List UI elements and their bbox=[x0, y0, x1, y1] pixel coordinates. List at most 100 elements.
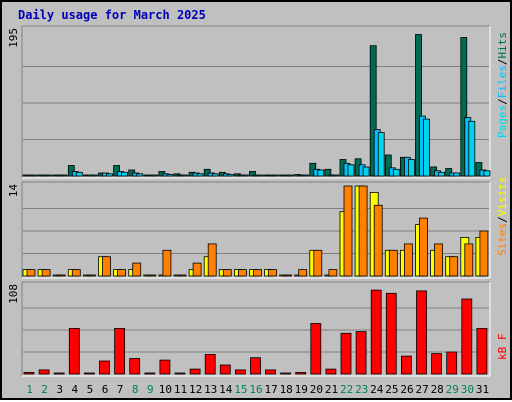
bar-kb-f-day-3 bbox=[53, 372, 65, 375]
bar-pages-day-15 bbox=[241, 174, 249, 177]
legend-hits-files-pages-files: Files bbox=[496, 65, 509, 98]
bar-pages-day-12 bbox=[196, 173, 204, 177]
bar-hits-day-21 bbox=[324, 168, 332, 177]
bar-kb-f-day-8 bbox=[129, 358, 141, 375]
day-label-9: 9 bbox=[147, 383, 154, 396]
bar-sites-day-16 bbox=[253, 269, 262, 277]
day-label-2: 2 bbox=[41, 383, 48, 396]
bar-kb-f-day-19 bbox=[295, 371, 307, 375]
bar-kb-f-day-22 bbox=[340, 332, 352, 375]
bar-pages-day-13 bbox=[211, 173, 219, 177]
legend-kbytes-kb-f: kB F bbox=[496, 334, 509, 361]
bar-sites-day-22 bbox=[343, 185, 353, 277]
bar-sites-day-21 bbox=[328, 269, 338, 277]
bar-kb-f-day-18 bbox=[280, 372, 292, 375]
bar-kb-f-day-4 bbox=[68, 327, 80, 375]
bar-pages-day-31 bbox=[483, 170, 491, 177]
bar-pages-day-18 bbox=[287, 174, 295, 177]
day-label-11: 11 bbox=[174, 383, 187, 396]
bar-sites-day-11 bbox=[177, 274, 187, 277]
day-label-15: 15 bbox=[234, 383, 247, 396]
day-label-7: 7 bbox=[117, 383, 124, 396]
bar-kb-f-day-15 bbox=[234, 369, 246, 375]
bar-hits-day-27 bbox=[415, 34, 422, 177]
legend-hits-files-pages-separator: / bbox=[496, 59, 509, 66]
bar-kb-f-day-16 bbox=[250, 357, 261, 375]
day-label-4: 4 bbox=[71, 383, 78, 396]
bar-pages-day-10 bbox=[166, 174, 174, 177]
bar-pages-day-6 bbox=[106, 173, 113, 177]
bar-kb-f-day-12 bbox=[189, 368, 201, 375]
bar-kb-f-day-24 bbox=[370, 289, 382, 375]
day-label-6: 6 bbox=[102, 383, 109, 396]
bar-sites-day-7 bbox=[117, 269, 126, 277]
day-label-16: 16 bbox=[249, 383, 262, 396]
bar-sites-day-26 bbox=[403, 243, 413, 277]
bar-kb-f-day-31 bbox=[476, 327, 488, 375]
bar-kb-f-day-5 bbox=[84, 372, 95, 375]
legend-visits-sites-visits: Visits bbox=[496, 177, 509, 217]
panel-visits-sites-ymax-label: 14 bbox=[7, 184, 20, 198]
bar-sites-day-25 bbox=[388, 249, 398, 277]
day-label-12: 12 bbox=[189, 383, 202, 396]
day-label-27: 27 bbox=[415, 383, 428, 396]
day-label-1: 1 bbox=[26, 383, 33, 396]
bar-pages-day-3 bbox=[60, 174, 68, 177]
bar-pages-day-19 bbox=[302, 174, 310, 177]
bar-sites-day-17 bbox=[268, 269, 277, 277]
bar-kb-f-day-29 bbox=[446, 351, 458, 375]
bar-pages-day-26 bbox=[407, 159, 415, 177]
bar-pages-day-28 bbox=[438, 171, 446, 177]
bar-sites-day-5 bbox=[87, 274, 96, 277]
bar-kb-f-day-28 bbox=[431, 353, 443, 375]
bar-pages-day-1 bbox=[30, 174, 38, 177]
bar-kb-f-day-21 bbox=[325, 368, 337, 375]
bar-pages-day-5 bbox=[91, 174, 98, 177]
bar-pages-day-11 bbox=[181, 174, 189, 177]
bar-sites-day-19 bbox=[298, 269, 308, 277]
day-label-28: 28 bbox=[431, 383, 444, 396]
day-label-21: 21 bbox=[325, 383, 338, 396]
day-label-14: 14 bbox=[219, 383, 233, 396]
bar-sites-day-18 bbox=[283, 274, 293, 277]
day-label-10: 10 bbox=[159, 383, 172, 396]
bar-hits-day-24 bbox=[369, 45, 377, 177]
bar-kb-f-day-14 bbox=[219, 364, 231, 375]
bar-pages-day-23 bbox=[362, 166, 370, 177]
day-label-13: 13 bbox=[204, 383, 217, 396]
bar-sites-day-2 bbox=[41, 269, 51, 277]
bar-pages-day-21 bbox=[332, 174, 340, 177]
bar-sites-day-28 bbox=[434, 243, 444, 277]
bar-kb-f-day-10 bbox=[159, 359, 171, 375]
day-label-19: 19 bbox=[295, 383, 308, 396]
bar-pages-day-16 bbox=[257, 174, 264, 177]
panel-hits-files-pages-ymax-label: 195 bbox=[7, 28, 20, 48]
bar-hits-day-31 bbox=[475, 162, 483, 177]
daily-usage-chart: Daily usage for March 2025 19514108Pages… bbox=[7, 8, 509, 396]
bar-sites-day-31 bbox=[479, 230, 489, 277]
bar-sites-day-6 bbox=[102, 256, 111, 277]
bar-sites-day-8 bbox=[132, 262, 142, 277]
day-label-22: 22 bbox=[340, 383, 353, 396]
bar-sites-day-14 bbox=[222, 269, 232, 277]
bar-kb-f-day-1 bbox=[23, 371, 35, 375]
legend-hits-files-pages-hits: Hits bbox=[496, 32, 509, 59]
bar-sites-day-27 bbox=[419, 217, 428, 277]
bar-pages-day-20 bbox=[317, 169, 325, 177]
legend-hits-files-pages-separator: / bbox=[496, 98, 509, 105]
bar-kb-f-day-13 bbox=[204, 353, 216, 375]
bar-sites-day-24 bbox=[373, 204, 383, 277]
bar-pages-day-7 bbox=[121, 171, 128, 177]
bar-pages-day-17 bbox=[272, 174, 279, 177]
bar-sites-day-3 bbox=[56, 274, 66, 277]
bar-pages-day-9 bbox=[151, 174, 159, 177]
chart-title: Daily usage for March 2025 bbox=[18, 8, 206, 22]
bar-hits-day-4 bbox=[67, 165, 75, 177]
day-label-3: 3 bbox=[56, 383, 63, 396]
bar-kb-f-day-2 bbox=[38, 369, 50, 375]
bar-pages-day-14 bbox=[226, 174, 234, 177]
day-label-24: 24 bbox=[370, 383, 384, 396]
bar-kb-f-day-11 bbox=[174, 372, 186, 375]
day-label-17: 17 bbox=[264, 383, 277, 396]
